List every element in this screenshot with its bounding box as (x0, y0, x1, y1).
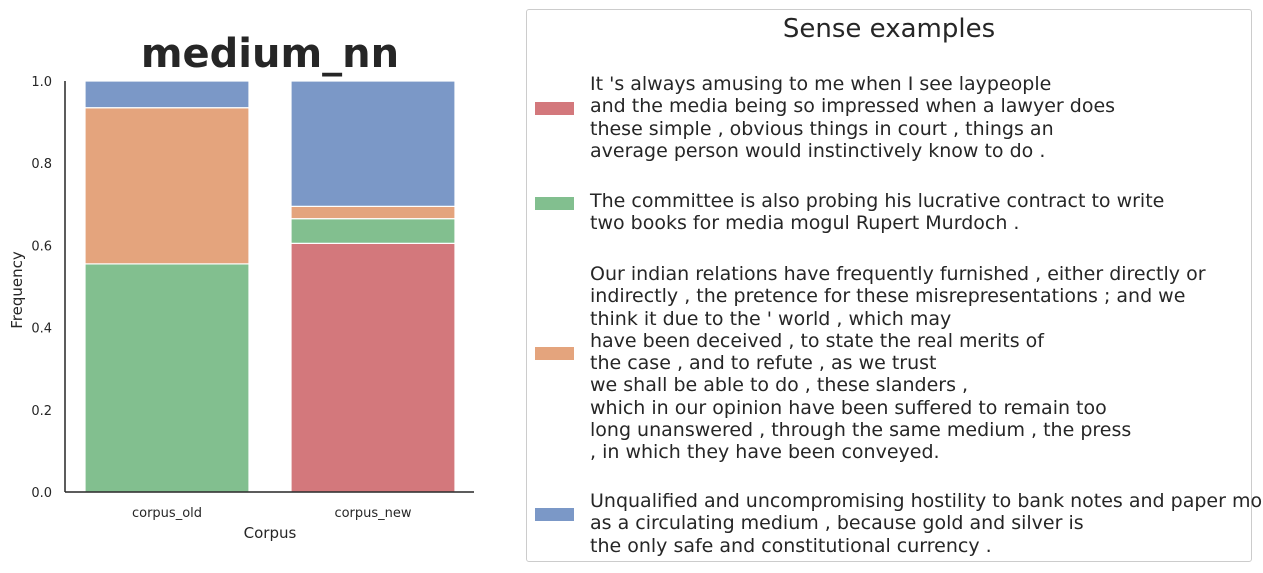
y-tick-label: 1.0 (31, 75, 52, 90)
chart-title: medium_nn (141, 31, 399, 77)
legend-text-sense-2: The committee is also probing his lucrat… (590, 190, 1165, 235)
bar-corpus_new-sense-4 (290, 80, 456, 207)
bars-group (84, 80, 456, 493)
x-axis-label: Corpus (244, 524, 297, 542)
bar-corpus_new-sense-2 (290, 218, 456, 244)
stacked-bar-chart: medium_nn 0.00.20.40.60.81.0 corpus_old c… (8, 31, 474, 542)
legend-swatch-sense-3 (535, 347, 574, 360)
legend-swatch-sense-2 (535, 197, 574, 210)
legend-title: Sense examples (782, 14, 996, 44)
y-tick-label: 0.0 (31, 486, 52, 501)
y-ticks: 0.0 0.2 0.4 0.6 0.8 1.0 (31, 75, 52, 501)
legend-text-sense-4: Unqualified and uncompromising hostility… (590, 490, 1263, 557)
y-axis-label: Frequency (8, 251, 26, 329)
x-tick-label: corpus_old (132, 506, 202, 521)
x-ticks: corpus_old corpus_new (132, 506, 412, 521)
y-tick-label: 0.2 (31, 404, 52, 419)
x-tick-label: corpus_new (334, 506, 411, 521)
y-tick-label: 0.8 (31, 157, 52, 172)
bar-corpus_old-sense-4 (84, 80, 250, 109)
y-tick-label: 0.6 (31, 239, 52, 254)
bar-corpus_old-sense-3 (84, 107, 250, 265)
y-tick-label: 0.4 (31, 322, 52, 337)
legend-text-sense-1: It 's always amusing to me when I see la… (590, 73, 1116, 162)
legend-swatch-sense-1 (535, 102, 574, 115)
legend: Sense examples It 's always amusing to m… (526, 9, 1263, 562)
bar-corpus_new-sense-1 (290, 242, 456, 493)
legend-swatch-sense-4 (535, 508, 574, 521)
bar-corpus_new-sense-3 (290, 205, 456, 220)
legend-text-sense-3: Our indian relations have frequently fur… (590, 263, 1206, 464)
bar-corpus_old-sense-2 (84, 263, 250, 493)
